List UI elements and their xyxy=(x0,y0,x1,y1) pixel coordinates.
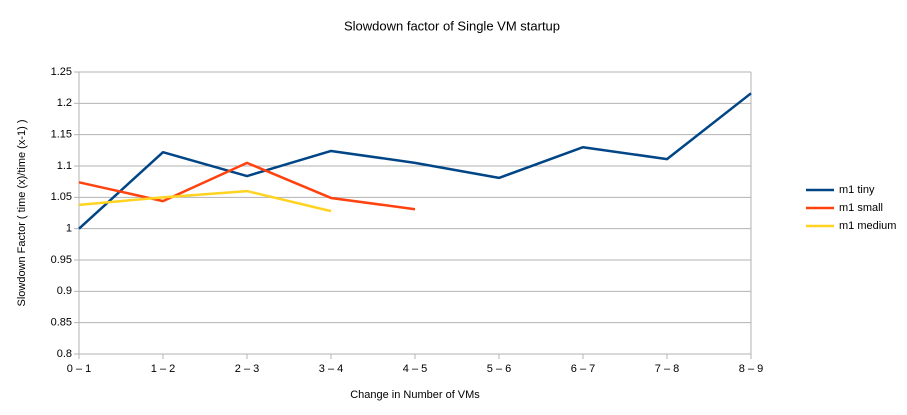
y-tick-label: 1 xyxy=(66,223,72,235)
line-series xyxy=(78,161,416,211)
line-series xyxy=(78,92,752,230)
y-tick-label: 1.1 xyxy=(57,160,72,172)
legend-label: m1 small xyxy=(839,202,883,214)
chart-title: Slowdown factor of Single VM startup xyxy=(344,18,560,33)
x-tick-label: 3 – 4 xyxy=(319,363,343,375)
y-tick-label: 1.05 xyxy=(51,191,72,203)
y-tick-label: 1.25 xyxy=(51,66,72,78)
legend-label: m1 tiny xyxy=(839,184,875,196)
x-tick-label: 5 – 6 xyxy=(487,363,511,375)
x-tick-label: 8 – 9 xyxy=(739,363,763,375)
y-tick-label: 0.95 xyxy=(51,254,72,266)
x-axis-label: Change in Number of VMs xyxy=(350,389,480,401)
y-tick-label: 1.2 xyxy=(57,97,72,109)
y-tick-label: 1.15 xyxy=(51,129,72,141)
x-tick-label: 7 – 8 xyxy=(655,363,679,375)
y-tick-label: 0.85 xyxy=(51,317,72,329)
x-tick-label: 4 – 5 xyxy=(403,363,427,375)
x-tick-label: 0 – 1 xyxy=(67,363,91,375)
line-series xyxy=(78,189,332,213)
x-tick-label: 2 – 3 xyxy=(235,363,259,375)
y-tick-label: 0.9 xyxy=(57,285,72,297)
y-tick-label: 0.8 xyxy=(57,348,72,360)
y-axis-label: Slowdown Factor ( time (x)/time (x-1) ) xyxy=(16,119,28,306)
x-tick-label: 1 – 2 xyxy=(151,363,175,375)
legend-label: m1 medium xyxy=(839,220,896,232)
x-tick-label: 6 – 7 xyxy=(571,363,595,375)
